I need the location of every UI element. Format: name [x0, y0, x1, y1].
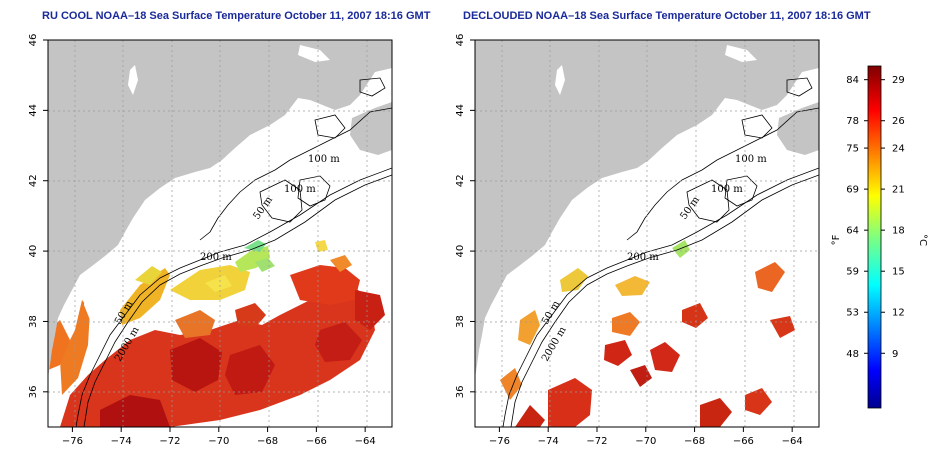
lon-tick-label: −68 [257, 436, 278, 447]
lon-tick-label: −74 [111, 436, 132, 447]
land-mass [475, 40, 819, 378]
celsius-label: °C [917, 234, 928, 246]
graticule [48, 40, 392, 427]
fahrenheit-tick-label: 75 [846, 144, 859, 155]
temperature-colorbar: °F °C 29 84 26 78 24 75 21 69 18 64 15 59 12 53 9 48 [831, 65, 928, 409]
celsius-tick-label: 18 [892, 226, 905, 237]
contour-label: 100 m [308, 154, 340, 165]
lat-tick-label: 42 [28, 174, 39, 187]
contour-label: 200 m [200, 252, 232, 263]
lat-tick-label: 38 [28, 315, 39, 328]
celsius-tick-label: 9 [892, 349, 898, 360]
lat-tick-label: 46 [455, 34, 466, 47]
lat-tick-label: 46 [28, 34, 39, 47]
lat-tick-label: 44 [28, 104, 39, 117]
fahrenheit-label: °F [831, 234, 842, 245]
lat-tick-label: 42 [455, 174, 466, 187]
contour-label: 100 m [735, 154, 767, 165]
lat-tick-label: 36 [455, 385, 466, 398]
celsius-tick-label: 24 [892, 144, 905, 155]
land-mass [48, 40, 392, 378]
lat-tick-label: 40 [28, 245, 39, 258]
left-panel-title: RU COOL NOAA–18 Sea Surface Temperature … [42, 10, 431, 22]
fahrenheit-tick-label: 69 [846, 185, 859, 196]
contour-label: 200 m [627, 252, 659, 263]
right-panel-title: DECLOUDED NOAA–18 Sea Surface Temperatur… [463, 10, 871, 22]
celsius-tick-label: 26 [892, 116, 905, 127]
fahrenheit-tick-label: 84 [846, 75, 859, 86]
bathymetry-contours [75, 77, 392, 427]
lon-tick-label: −76 [62, 436, 83, 447]
fahrenheit-tick-label: 78 [846, 116, 859, 127]
lon-tick-label: −64 [355, 436, 376, 447]
right-map-panel: 100 m 100 m 50 m 200 m 50 m 2000 m −76 −7… [455, 34, 820, 447]
lon-tick-label: −72 [159, 436, 180, 447]
lon-tick-label: −70 [635, 436, 656, 447]
contour-label: 100 m [284, 184, 316, 195]
lon-tick-label: −74 [538, 436, 559, 447]
lat-tick-label: 44 [455, 104, 466, 117]
fahrenheit-tick-label: 59 [846, 267, 859, 278]
lon-tick-label: −64 [782, 436, 803, 447]
lon-tick-label: −68 [684, 436, 705, 447]
lon-tick-label: −76 [489, 436, 510, 447]
lon-tick-label: −70 [208, 436, 229, 447]
lat-tick-label: 38 [455, 315, 466, 328]
sst-patches [48, 63, 385, 427]
lat-tick-label: 40 [455, 245, 466, 258]
fahrenheit-tick-label: 64 [846, 226, 859, 237]
lat-tick-label: 36 [28, 385, 39, 398]
celsius-tick-label: 15 [892, 267, 905, 278]
lon-tick-label: −66 [733, 436, 754, 447]
graticule [475, 40, 819, 427]
fahrenheit-tick-label: 53 [846, 308, 859, 319]
fahrenheit-tick-label: 48 [846, 349, 859, 360]
celsius-tick-label: 21 [892, 185, 905, 196]
colorbar-gradient [867, 65, 882, 409]
lon-tick-label: −72 [586, 436, 607, 447]
left-map-panel: 100 m 100 m 50 m 200 m 50 m 2000 m −76 −7… [28, 34, 393, 447]
contour-label: 100 m [711, 184, 743, 195]
celsius-tick-label: 12 [892, 308, 905, 319]
bathymetry-contours [502, 77, 819, 427]
celsius-tick-label: 29 [892, 75, 905, 86]
lon-tick-label: −66 [306, 436, 327, 447]
